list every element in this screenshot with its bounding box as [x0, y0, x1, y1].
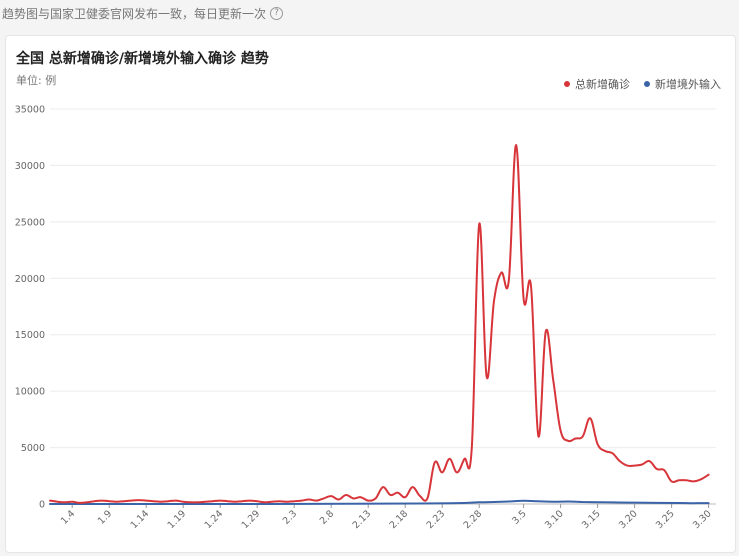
legend-item-total[interactable]: 总新增确诊	[564, 76, 630, 92]
legend-label-import: 新增境外输入	[655, 78, 721, 91]
legend-dot-import	[644, 81, 650, 87]
trend-card: 全国 总新增确诊/新增境外输入确诊 趋势 单位: 例 总新增确诊 新增境外输入	[5, 35, 736, 553]
legend-item-import[interactable]: 新增境外输入	[644, 76, 721, 92]
legend: 总新增确诊 新增境外输入	[564, 76, 721, 92]
unit-label: 单位: 例	[16, 74, 57, 87]
notice-bar: 趋势图与国家卫健委官网发布一致，每日更新一次 ?	[2, 5, 284, 22]
legend-label-total: 总新增确诊	[575, 78, 630, 91]
legend-dot-total	[564, 81, 570, 87]
chart-title: 全国 总新增确诊/新增境外输入确诊 趋势	[16, 51, 269, 67]
question-circle-icon[interactable]: ?	[270, 7, 284, 20]
notice-text: 趋势图与国家卫健委官网发布一致，每日更新一次	[2, 7, 267, 21]
